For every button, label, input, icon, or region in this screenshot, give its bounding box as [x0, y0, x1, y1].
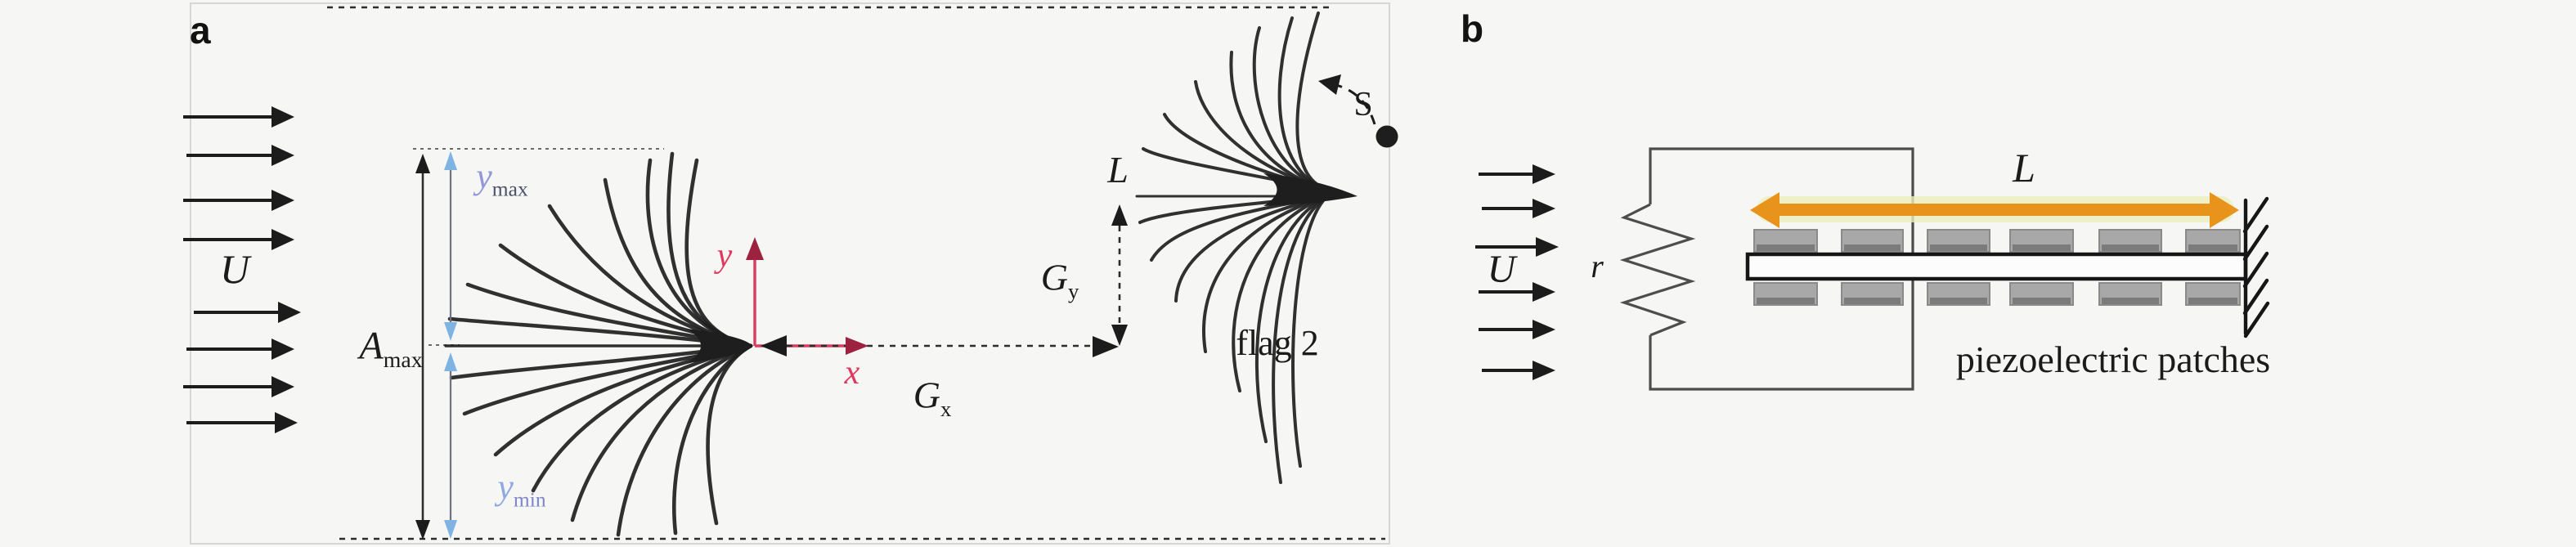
beam-length-label: L [2013, 145, 2035, 191]
xy-axes [753, 247, 852, 347]
amax-dimension-arrow [415, 154, 430, 540]
ymin-label: ymin [497, 466, 546, 512]
s-label: S [1353, 86, 1373, 123]
flag2-clamp-point [1263, 173, 1358, 206]
flow-arrow [1479, 320, 1555, 339]
panel-b-tag: b [1461, 7, 1484, 50]
flow-arrow [183, 376, 294, 397]
resistor-label: r [1591, 248, 1604, 285]
flow-arrow [183, 106, 294, 128]
flow-arrow [186, 145, 294, 166]
flow-arrow [1482, 361, 1555, 380]
flag1-clamp-point [687, 329, 752, 363]
flow-arrow [194, 302, 301, 323]
gy-dimension-arrow [1111, 204, 1128, 346]
flow-velocity-label-b: U [1487, 248, 1516, 291]
piezo-patch [1841, 282, 1904, 306]
resistor-zigzag [1619, 203, 1696, 337]
panel-b-diagram [1475, 147, 2270, 391]
flow-arrow [183, 229, 294, 250]
cantilever-beam [1745, 252, 2248, 281]
piezo-patch [1927, 282, 1990, 306]
piezo-caption: piezoelectric patches [1955, 339, 2271, 380]
flow-arrow [1479, 282, 1555, 302]
piezo-patches-bottom-row [1753, 282, 2241, 306]
flag2-envelope [1135, 11, 1358, 484]
s-trajectory-arc [1318, 74, 1376, 125]
flag2-label: flag 2 [1236, 323, 1319, 363]
panel-a-tag: a [190, 9, 211, 52]
piezo-patch [2185, 229, 2241, 253]
flow-arrow [1482, 199, 1555, 218]
trailing-edge-dot [1376, 125, 1398, 148]
y-axis-arrowhead [746, 237, 764, 260]
ymax-ymin-measure-arrows [444, 151, 457, 539]
flow-arrows-panel-a [183, 106, 301, 433]
flow-velocity-label-a: U [219, 246, 250, 292]
flow-arrow [186, 412, 298, 433]
flag-length-label-a: L [1107, 149, 1129, 191]
panel-a-border [190, 2, 1390, 545]
panel-a-diagram [183, 6, 1398, 540]
flow-arrows-panel-b [1475, 164, 1559, 380]
piezo-patch [1841, 229, 1904, 253]
clamped-wall [2242, 196, 2270, 339]
x-axis-label: x [844, 354, 860, 392]
piezo-patch [2009, 229, 2074, 253]
y-axis-label: y [716, 237, 733, 275]
gy-label: Gy [1040, 256, 1079, 303]
piezo-patches-top-row [1753, 229, 2241, 253]
amax-label: Amax [359, 324, 423, 373]
piezo-patch [1753, 229, 1818, 253]
piezo-patch [2009, 282, 2074, 306]
piezo-patch [2098, 229, 2162, 253]
piezo-patch [1927, 229, 1990, 253]
flow-arrow [186, 339, 294, 360]
piezo-patch [1753, 282, 1818, 306]
beam-length-arrow [1750, 192, 2239, 228]
ymax-label: ymax [476, 155, 528, 201]
flow-arrow [1475, 237, 1559, 257]
piezo-patch [2185, 282, 2241, 306]
gx-label: Gx [913, 374, 952, 421]
flow-arrow [1479, 164, 1555, 184]
flag1-envelope [444, 151, 753, 537]
piezo-patch [2098, 282, 2162, 306]
x-axis-arrowhead [846, 337, 868, 355]
gx-dimension-arrow [761, 335, 1119, 357]
flow-arrow [183, 190, 294, 211]
